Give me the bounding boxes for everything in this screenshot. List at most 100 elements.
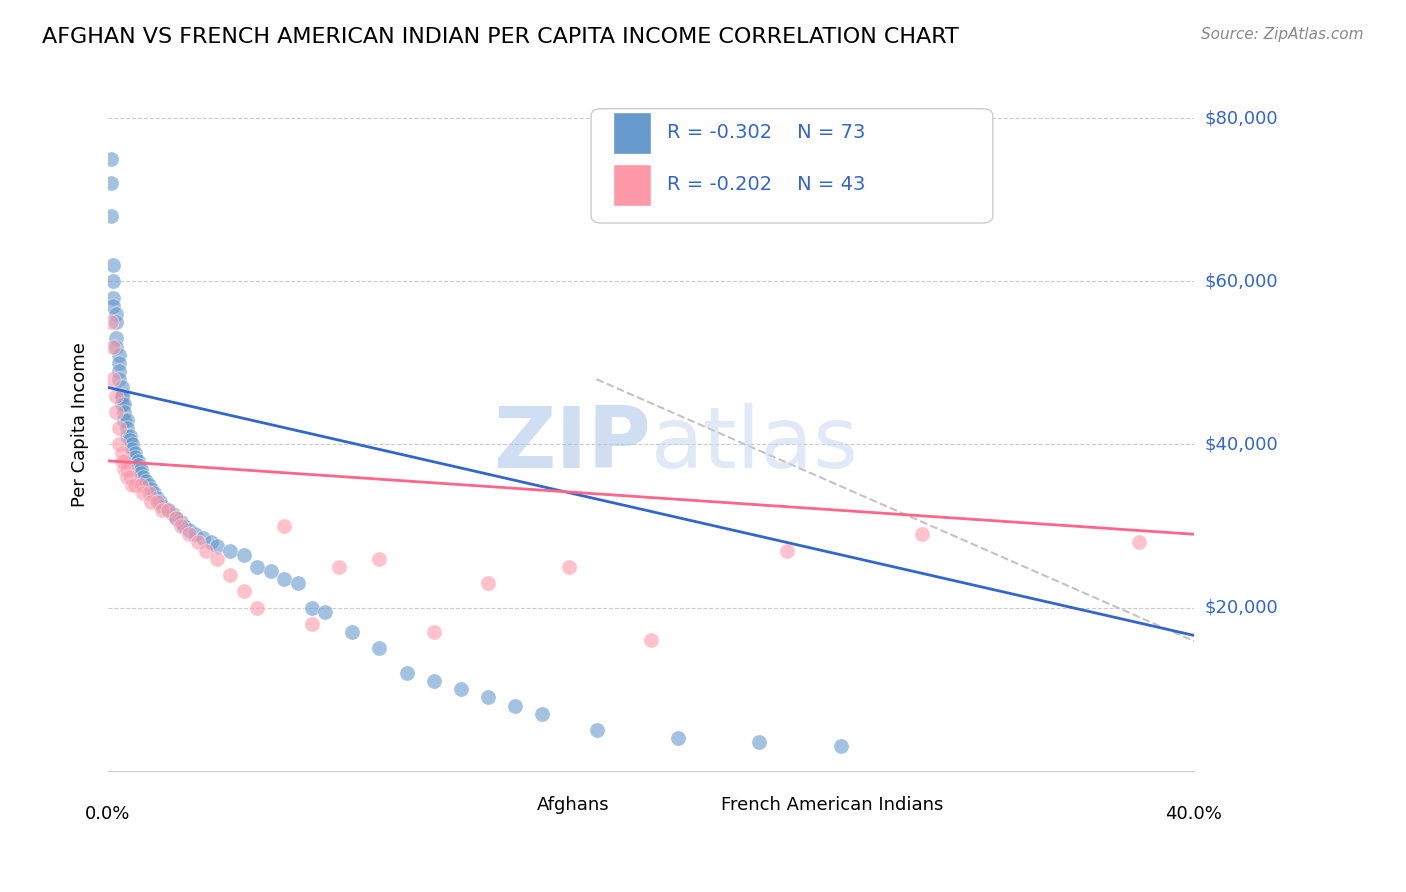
Point (830, 739, 852, 754)
Text: atlas: atlas (651, 403, 859, 486)
Point (148, 494, 170, 508)
Point (105, 307, 128, 321)
Point (112, 405, 135, 419)
Point (219, 568, 242, 582)
Point (165, 511, 187, 525)
Point (232, 548, 254, 562)
Point (118, 429, 141, 443)
Point (205, 540, 228, 554)
Point (531, 706, 554, 721)
Point (138, 478, 160, 492)
Point (143, 486, 166, 500)
Point (173, 519, 195, 533)
Point (301, 616, 323, 631)
Point (585, 723, 607, 737)
Text: Source: ZipAtlas.com: Source: ZipAtlas.com (1201, 27, 1364, 42)
Point (477, 576, 499, 591)
FancyBboxPatch shape (613, 112, 651, 153)
Point (108, 372, 131, 386)
Point (108, 364, 131, 378)
Point (503, 698, 526, 713)
Point (558, 559, 581, 574)
Point (219, 543, 242, 558)
Point (127, 454, 149, 468)
Point (287, 576, 309, 591)
Point (105, 388, 128, 402)
Point (342, 625, 364, 640)
Point (194, 543, 217, 558)
Point (100, 315, 122, 329)
Point (110, 380, 132, 394)
Point (135, 474, 157, 488)
Point (150, 502, 173, 516)
Point (301, 600, 323, 615)
Point (108, 421, 131, 435)
Point (100, 177, 122, 191)
Point (141, 494, 163, 508)
Point (124, 445, 146, 459)
Point (127, 458, 149, 472)
Point (110, 388, 132, 402)
Point (422, 673, 444, 688)
Point (100, 152, 122, 166)
Point (132, 470, 155, 484)
Point (179, 527, 201, 541)
Point (911, 527, 934, 541)
Point (273, 572, 295, 586)
Text: $40,000: $40,000 (1205, 435, 1278, 453)
Point (748, 735, 770, 749)
Point (118, 434, 141, 448)
Text: Afghans: Afghans (537, 797, 609, 814)
Point (666, 731, 689, 746)
Point (124, 478, 146, 492)
Point (138, 486, 160, 500)
Point (146, 491, 169, 505)
Point (108, 348, 131, 362)
Point (150, 499, 173, 513)
Point (105, 315, 128, 329)
Point (103, 291, 125, 305)
Point (103, 340, 125, 354)
Point (115, 413, 138, 427)
Point (191, 531, 214, 545)
Point (179, 523, 201, 537)
Text: French American Indians: French American Indians (721, 797, 943, 814)
FancyBboxPatch shape (672, 791, 710, 819)
Point (110, 445, 132, 459)
Point (118, 470, 141, 484)
Point (121, 437, 143, 451)
Point (200, 535, 222, 549)
Point (156, 502, 179, 516)
Point (103, 299, 125, 313)
Point (260, 564, 283, 578)
Point (395, 665, 418, 680)
Point (640, 633, 662, 648)
Point (146, 494, 169, 508)
Point (328, 559, 350, 574)
Point (246, 600, 269, 615)
Point (422, 625, 444, 640)
Point (184, 527, 207, 541)
Point (100, 209, 122, 223)
Point (129, 478, 152, 492)
Point (112, 397, 135, 411)
Point (775, 543, 797, 558)
Point (1128, 535, 1150, 549)
Text: 0.0%: 0.0% (86, 805, 131, 823)
Point (103, 372, 125, 386)
Point (103, 274, 125, 288)
Text: ZIP: ZIP (494, 403, 651, 486)
Point (141, 483, 163, 497)
Point (132, 486, 155, 500)
Point (165, 511, 187, 525)
Text: 40.0%: 40.0% (1166, 805, 1222, 823)
FancyBboxPatch shape (613, 164, 651, 206)
Point (103, 258, 125, 272)
Point (115, 462, 138, 476)
Point (205, 551, 228, 566)
Point (115, 470, 138, 484)
Point (314, 605, 336, 619)
Text: $20,000: $20,000 (1205, 599, 1278, 616)
Point (170, 515, 193, 529)
Point (112, 454, 135, 468)
